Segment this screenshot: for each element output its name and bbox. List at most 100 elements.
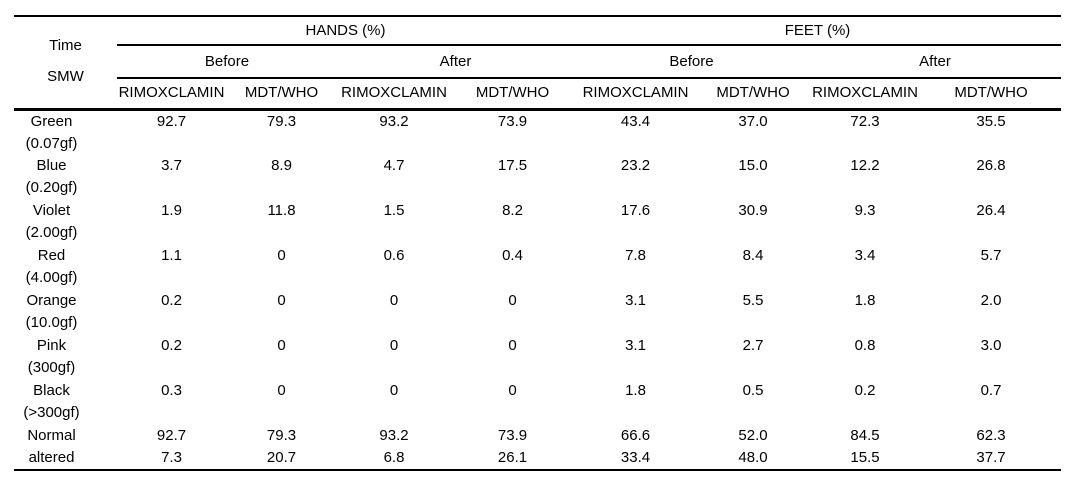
cell-value: 43.4 [620,112,651,130]
cell-value: 5.7 [980,246,1002,264]
cell-value: 73.9 [497,112,528,130]
row-label-text: Red [37,246,66,264]
cell-value: 26.1 [497,448,528,466]
cell-value: 66.6 [620,426,651,444]
cell-value: 7.8 [625,246,646,264]
cell-value: 1.8 [625,381,646,399]
row-label-altered: altered [28,448,75,466]
table-row-black: Black (>300gf) 0.3 0 0 0 1.8 0.5 0.2 0.7 [14,380,1061,425]
cell-value: 12.2 [850,156,880,174]
cell-value: 3.1 [625,291,646,309]
col-header-feet-before-rimoxclamin: RIMOXCLAMIN [574,78,698,111]
row-sublabel-text: (>300gf) [23,403,80,421]
table-row-blue: Blue (0.20gf) 3.7 8.9 4.7 17.5 23.2 15.0… [14,155,1061,200]
col-header-hands-before-mdtwho: MDT/WHO [226,78,337,111]
cell-value: 3.7 [161,156,182,174]
cell-value: 26.4 [976,201,1006,219]
cell-value: 3.4 [854,246,876,264]
table-row-pink: Pink (300gf) 0.2 0 0 0 3.1 2.7 0.8 3.0 [14,335,1061,380]
cell-value: 0 [277,291,286,309]
cell-value: 0 [277,336,286,354]
cell-value: 1.9 [161,201,182,219]
table-row-violet: Violet (2.00gf) 1.9 11.8 1.5 8.2 17.6 30… [14,200,1061,245]
row-label-green: Green (0.07gf) [14,109,117,155]
row-label-text: Blue [36,156,67,174]
cell-value: 8.9 [271,156,292,174]
row-label-violet: Violet (2.00gf) [14,200,117,245]
cell-value: 0.2 [161,336,182,354]
cell-value: 93.2 [379,112,409,130]
row-label-text: Green [30,112,73,130]
col-header-feet-after-mdtwho: MDT/WHO [921,78,1062,111]
row-label-text: Pink [36,336,67,354]
cell-value: 1.1 [161,246,182,264]
cell-value: 23.2 [620,156,651,174]
cell-value: 33.4 [620,448,651,466]
cell-value: 0 [508,291,517,309]
cell-value: 6.8 [383,448,405,466]
cell-value: 37.0 [738,112,768,130]
row-label-pink: Pink (300gf) [14,335,117,380]
col-header-feet-before-mdtwho: MDT/WHO [697,78,810,111]
cell-value: 0.6 [383,246,405,264]
row-label-text: Violet [32,201,71,219]
corner-label-smw: SMW [47,67,84,85]
cell-value: 62.3 [976,426,1006,444]
row-label-text: Orange [26,291,77,309]
column-header-row: RIMOXCLAMIN MDT/WHO RIMOXCLAMIN MDT/WHO … [14,78,1062,111]
cell-value: 1.8 [854,291,876,309]
cell-value: 73.9 [497,426,528,444]
cell-value: 79.3 [266,426,297,444]
cell-value: 0.3 [161,381,182,399]
cell-value: 3.1 [625,336,646,354]
row-sublabel-text: (300gf) [27,358,76,376]
row-sublabel-text: (4.00gf) [25,268,78,286]
cell-value: 2.7 [742,336,764,354]
cell-value: 0 [389,336,399,354]
col-header-hands-before-rimoxclamin: RIMOXCLAMIN [117,78,226,111]
cell-value: 37.7 [976,448,1006,466]
col-header-feet-after-rimoxclamin: RIMOXCLAMIN [809,78,922,111]
cell-value: 20.7 [266,448,297,466]
cell-value: 48.0 [738,448,768,466]
cell-value: 0.2 [854,381,876,399]
cell-value: 93.2 [379,426,409,444]
cell-value: 92.7 [156,112,187,130]
subheader-hands-after: After [337,45,575,79]
table-row-altered: altered 7.3 20.7 6.8 26.1 33.4 48.0 15.5… [14,447,1061,470]
subgroup-header-row: Before After Before After [14,45,1062,79]
row-sublabel-text: (0.07gf) [25,134,78,152]
row-sublabel-text: (0.20gf) [25,178,78,196]
cell-value: 0 [508,336,517,354]
cell-value: 79.3 [266,112,297,130]
results-table: Time SMW HANDS (%) FEET (%) Before After… [14,15,1062,471]
cell-value: 5.5 [742,291,764,309]
subheader-feet-before: Before [574,45,810,79]
row-label-black: Black (>300gf) [14,380,117,425]
cell-value: 0 [277,381,286,399]
table-row-green: Green (0.07gf) 92.7 79.3 93.2 73.9 43.4 … [14,109,1061,155]
cell-value: 30.9 [738,201,768,219]
cell-value: 0 [389,291,399,309]
cell-value: 0.5 [742,381,764,399]
cell-value: 15.5 [850,448,880,466]
row-label-red: Red (4.00gf) [14,245,117,290]
subheader-hands-before: Before [117,45,337,79]
cell-value: 9.3 [854,201,876,219]
col-header-hands-after-mdtwho: MDT/WHO [451,78,575,111]
table-row-normal: Normal 92.7 79.3 93.2 73.9 66.6 52.0 84.… [14,425,1061,447]
row-label-normal: Normal [27,426,76,444]
cell-value: 3.0 [980,336,1002,354]
row-label-blue: Blue (0.20gf) [14,155,117,200]
cell-value: 4.7 [383,156,405,174]
cell-value: 15.0 [738,156,768,174]
table-row-red: Red (4.00gf) 1.1 0 0.6 0.4 7.8 8.4 3.4 5… [14,245,1061,290]
cell-value: 92.7 [156,426,187,444]
corner-label-time: Time [49,36,82,54]
row-sublabel-text: (10.0gf) [25,313,78,331]
cell-value: 52.0 [738,426,768,444]
cell-value: 0.7 [980,381,1002,399]
cell-value: 1.5 [383,201,405,219]
cell-value: 17.6 [620,201,651,219]
cell-value: 0.2 [161,291,182,309]
